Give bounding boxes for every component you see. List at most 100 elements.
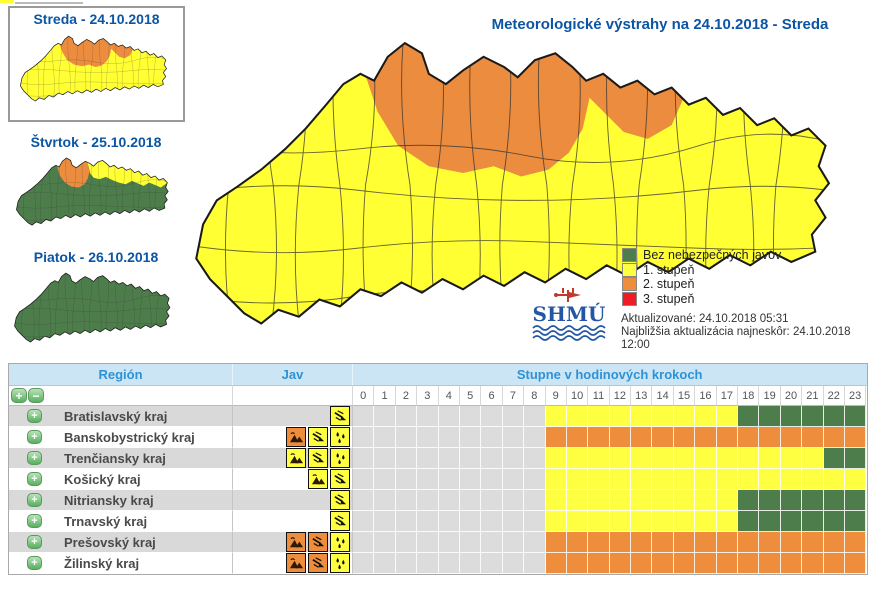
hour-cell: [566, 406, 589, 427]
hour-cell: [844, 511, 867, 532]
hour-cell: [438, 511, 460, 532]
table-header-row: Región Jav Stupne v hodinových krokoch: [9, 364, 867, 386]
legend-item: 2. stupeň: [622, 277, 781, 292]
hour-cell: [609, 448, 632, 469]
hour-cell: [459, 553, 482, 574]
hour-label: 18: [738, 386, 760, 406]
table-row: + Nitriansky kraj: [9, 490, 867, 511]
hour-cell: [631, 511, 653, 532]
day-map-stvrtok[interactable]: Štvrtok - 25.10.2018: [6, 131, 186, 232]
hour-cell: [802, 469, 824, 490]
day-map-streda[interactable]: Streda - 24.10.2018: [10, 8, 183, 109]
expand-row-button[interactable]: +: [27, 430, 42, 444]
hour-cell: [609, 406, 632, 427]
wind-icon: [308, 448, 328, 468]
hour-label: 2: [395, 386, 418, 406]
hour-cell: [716, 427, 739, 448]
hour-cell: [481, 553, 503, 574]
hour-cell: [759, 490, 781, 511]
hour-cell: [844, 448, 867, 469]
jav-cell: [233, 553, 353, 574]
hour-cell: [588, 448, 610, 469]
day-map-piatok[interactable]: Piatok - 26.10.2018: [6, 246, 186, 349]
hour-cell: [695, 532, 717, 553]
hour-cell: [716, 406, 739, 427]
expand-row-button[interactable]: +: [27, 472, 42, 486]
crop-fragment: [0, 0, 14, 3]
hour-cell: [353, 427, 375, 448]
hour-cell: [502, 448, 525, 469]
expand-row-button[interactable]: +: [27, 409, 42, 423]
legend-label: 3. stupeň: [643, 291, 695, 306]
hour-cell: [759, 406, 781, 427]
hour-label: 10: [566, 386, 589, 406]
hour-cell: [566, 511, 589, 532]
expand-row-button[interactable]: +: [27, 451, 42, 465]
hour-cell: [695, 511, 717, 532]
hour-cell: [588, 553, 610, 574]
hour-cell: [353, 490, 375, 511]
hour-cell: [588, 427, 610, 448]
hour-cell: [759, 427, 781, 448]
legend-label: 2. stupeň: [643, 277, 695, 292]
hour-cell: [759, 469, 781, 490]
hour-cell: [716, 490, 739, 511]
hour-cell: [609, 553, 632, 574]
expand-row-button[interactable]: +: [27, 514, 42, 528]
region-cell: + Bratislavský kraj: [9, 406, 233, 427]
header-jav: Jav: [233, 364, 353, 386]
legend-swatch: [622, 248, 637, 263]
hour-cell: [673, 448, 696, 469]
hour-cell: [780, 427, 803, 448]
hour-cell: [652, 448, 674, 469]
collapse-all-button[interactable]: −: [28, 388, 44, 403]
hour-label: 1: [374, 386, 396, 406]
hour-cell: [545, 469, 567, 490]
jav-cell: [233, 427, 353, 448]
hour-cell: [502, 553, 525, 574]
expand-row-button[interactable]: +: [27, 493, 42, 507]
region-name: Prešovský kraj: [64, 534, 156, 550]
expand-row-button[interactable]: +: [27, 556, 42, 570]
hour-cell: [459, 406, 482, 427]
hour-cell: [395, 406, 418, 427]
hour-cell: [374, 406, 396, 427]
hour-cell: [502, 406, 525, 427]
hour-cell: [631, 406, 653, 427]
hour-cell: [545, 427, 567, 448]
hour-label: 4: [438, 386, 460, 406]
hour-cell: [588, 532, 610, 553]
hour-cell: [652, 532, 674, 553]
hour-label: 12: [609, 386, 632, 406]
crop-fragment: [15, 2, 83, 4]
hour-cell: [502, 427, 525, 448]
hour-cell: [459, 532, 482, 553]
hour-cell: [716, 532, 739, 553]
hour-cell: [631, 553, 653, 574]
hour-label: 9: [545, 386, 567, 406]
hour-label: 14: [652, 386, 674, 406]
expand-row-button[interactable]: +: [27, 535, 42, 549]
hour-cell: [802, 490, 824, 511]
hour-cell: [502, 469, 525, 490]
table-row: + Trnavský kraj: [9, 511, 867, 532]
day-title-stvrtok: Štvrtok - 25.10.2018: [30, 134, 162, 150]
hour-cell: [716, 511, 739, 532]
region-cell: + Nitriansky kraj: [9, 490, 233, 511]
hour-cell: [566, 427, 589, 448]
hour-label: 20: [780, 386, 803, 406]
hour-cell: [417, 532, 439, 553]
jav-spacer: [233, 386, 353, 406]
region-name: Bratislavský kraj: [64, 408, 168, 424]
expand-all-button[interactable]: +: [11, 388, 27, 403]
region-name: Košický kraj: [64, 471, 141, 487]
hour-label: 21: [802, 386, 824, 406]
hour-cell: [695, 469, 717, 490]
hour-cell: [524, 490, 546, 511]
hour-cell: [481, 469, 503, 490]
hour-cell: [438, 406, 460, 427]
hour-cell: [652, 553, 674, 574]
hour-cell: [545, 448, 567, 469]
hour-cell: [802, 448, 824, 469]
